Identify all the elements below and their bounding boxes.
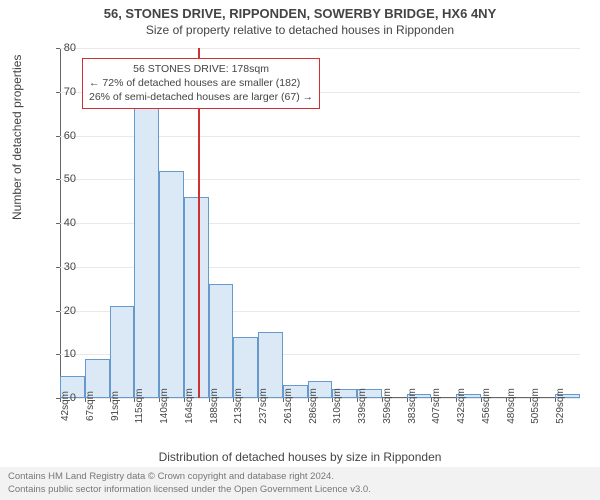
xtick-label: 42sqm: [60, 391, 71, 421]
xtick-label: 115sqm: [134, 389, 145, 424]
ytick-label: 80: [46, 42, 76, 54]
footer-attribution: Contains HM Land Registry data © Crown c…: [0, 467, 600, 500]
chart-subtitle: Size of property relative to detached ho…: [0, 21, 600, 37]
histogram-bar: [159, 171, 184, 399]
xtick-label: 91sqm: [110, 391, 121, 421]
xtick-label: 188sqm: [209, 388, 220, 424]
annotation-line3: 26% of semi-detached houses are larger (…: [89, 90, 313, 104]
xtick-label: 383sqm: [407, 388, 418, 424]
histogram-bar: [209, 284, 234, 398]
xtick-label: 456sqm: [481, 388, 492, 424]
xtick-label: 67sqm: [85, 391, 96, 421]
xtick-label: 432sqm: [456, 388, 467, 424]
ytick-label: 70: [46, 86, 76, 98]
xtick-label: 359sqm: [382, 388, 393, 424]
annotation-line2: ← 72% of detached houses are smaller (18…: [89, 76, 313, 90]
footer-line1: Contains HM Land Registry data © Crown c…: [8, 471, 592, 483]
annotation-box: 56 STONES DRIVE: 178sqm← 72% of detached…: [82, 58, 320, 109]
xtick-label: 140sqm: [159, 388, 170, 424]
gridline: [60, 48, 580, 49]
xtick-label: 213sqm: [233, 388, 244, 424]
xtick-label: 286sqm: [308, 388, 319, 424]
chart-title-address: 56, STONES DRIVE, RIPPONDEN, SOWERBY BRI…: [0, 0, 600, 21]
ytick-label: 40: [46, 217, 76, 229]
ytick-label: 60: [46, 130, 76, 142]
histogram-bar: [110, 306, 135, 398]
histogram-bar: [134, 105, 159, 398]
ytick-label: 20: [46, 305, 76, 317]
annotation-line1: 56 STONES DRIVE: 178sqm: [89, 62, 313, 76]
xtick-label: 339sqm: [357, 388, 368, 424]
ytick-label: 50: [46, 173, 76, 185]
footer-line2: Contains public sector information licen…: [8, 484, 592, 496]
xtick-label: 164sqm: [184, 388, 195, 424]
y-axis-label: Number of detached properties: [10, 55, 24, 220]
xtick-label: 407sqm: [431, 388, 442, 424]
x-axis-label: Distribution of detached houses by size …: [0, 450, 600, 464]
ytick-label: 10: [46, 348, 76, 360]
xtick-label: 505sqm: [530, 388, 541, 424]
histogram-bar: [184, 197, 209, 398]
xtick-label: 480sqm: [506, 388, 517, 424]
xtick-label: 529sqm: [555, 388, 566, 424]
xtick-label: 261sqm: [283, 388, 294, 424]
xtick-label: 310sqm: [332, 388, 343, 424]
xtick-label: 237sqm: [258, 388, 269, 424]
ytick-label: 30: [46, 261, 76, 273]
